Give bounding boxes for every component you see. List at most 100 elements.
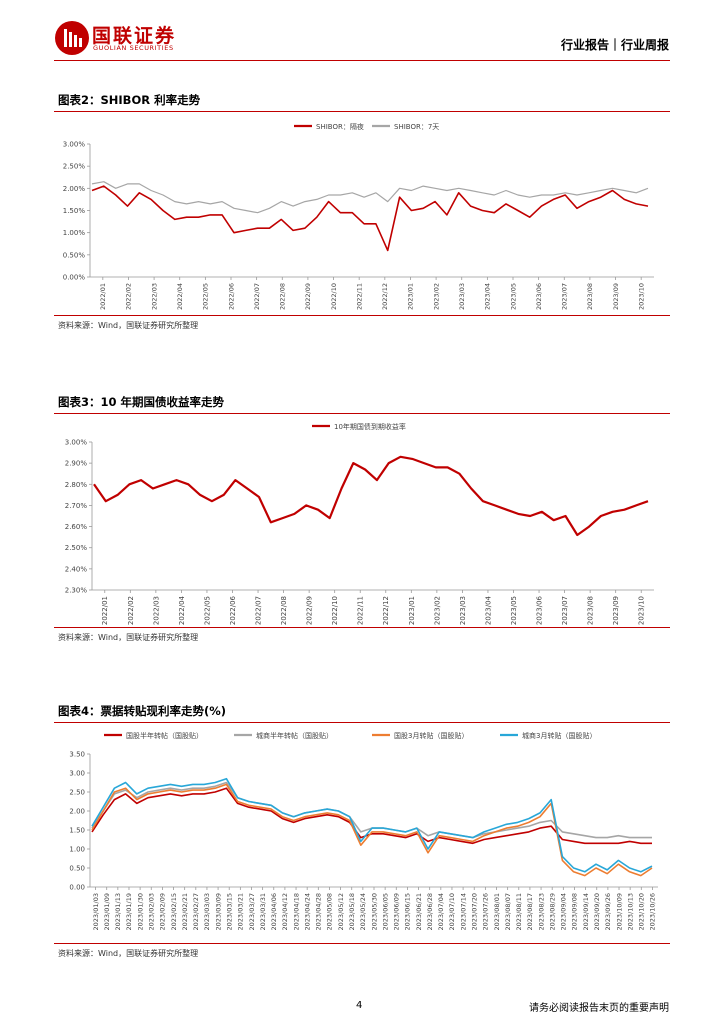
x-tick-label: 2023/08/17 [526,893,534,930]
x-tick-label: 2023/02 [433,596,441,625]
x-tick-label: 2023/05/24 [359,893,367,930]
x-tick-label: 2022/03 [150,283,158,310]
series-line-1 [93,455,649,537]
x-tick-label: 2022/10 [331,596,339,625]
x-tick-label: 2023/01 [408,596,416,625]
x-tick-label: 2023/01/09 [103,893,111,930]
x-tick-label: 2023/02/15 [170,893,178,930]
y-tick-label: 1.50% [63,207,86,215]
x-tick-label: 2023/02 [432,283,440,310]
x-tick-label: 2023/04 [484,283,492,310]
figure-3-title-text: 图表3：10 年期国债收益率走势 [58,395,225,409]
bill-rate-chart: 0.00 0.50 1.00 1.50 2.00 2.50 3.00 3.50 2023/01/… [69,731,658,930]
x-tick-label: 2023/02/27 [192,893,200,930]
x-tick-label: 2023/10 [637,283,645,310]
figure-2-title-text: 图表2：SHIBOR 利率走势 [58,93,201,107]
x-tick-label: 2023/10/26 [649,893,657,930]
legend-label: 国股半年转帖（国股贴） [126,731,203,740]
x-tick-label: 2023/04 [484,595,492,625]
x-tick-label: 2023/03/27 [248,893,256,930]
y-tick-label: 2.50% [65,544,88,552]
x-tick-label: 2022/01 [101,596,109,625]
x-tick-label: 2023/10 [638,596,646,625]
x-tick-label: 2023/07/14 [459,893,467,930]
x-tick-label: 2023/07/20 [471,893,479,930]
x-tick-label: 2023/03/09 [214,893,222,930]
y-tick-label: 3.00% [65,439,88,447]
x-tick-label: 2023/05/30 [370,893,378,930]
series-line-4 [91,777,653,873]
y-tick-label: 3.50 [69,751,85,759]
y-tick-label: 0.50 [69,865,85,873]
x-tick-label: 2022/09 [306,596,314,625]
x-tick-label: 2023/08/07 [504,893,512,930]
x-tick-label: 2023/08/29 [548,893,556,930]
x-tick-label: 2023/03/03 [203,893,211,930]
figure-3-source-divider [54,627,670,628]
figure-2-title: 图表2：SHIBOR 利率走势 [54,92,670,112]
x-tick-label: 2023/09/14 [582,893,590,930]
x-tick-label: 2023/08/11 [515,893,523,930]
x-tick-label: 2022/05 [203,596,211,625]
x-tick-label: 2023/04/18 [292,893,300,930]
x-tick-label: 2023/06/05 [381,893,389,930]
y-tick-label: 2.00% [63,185,86,193]
x-tick-label: 2023/08/01 [493,893,501,930]
x-tick-label: 2023/08 [586,283,594,310]
x-tick-label: 2023/07/04 [437,893,445,930]
x-tick-label: 2023/06/09 [393,893,401,930]
report-type: 行业报告｜行业周报 [560,38,669,52]
y-tick-label: 2.00 [69,808,85,816]
x-tick-label: 2023/04/24 [303,893,311,930]
x-tick-label: 2022/08 [279,283,287,310]
x-tick-label: 2023/05 [510,596,518,625]
x-tick-label: 2023/02/03 [148,893,156,930]
x-tick-label: 2023/03/31 [259,893,267,930]
y-tick-label: 2.30% [65,587,88,595]
x-tick-label: 2023/01/30 [136,893,144,930]
figure-4-source-divider [54,943,670,944]
guolian-logo-icon [55,21,89,55]
x-tick-label: 2022/11 [357,596,365,625]
x-tick-label: 2022/09 [304,283,312,310]
x-tick-label: 2022/10 [330,283,338,310]
legend-label: 10年期国债到期收益率 [334,422,406,431]
y-tick-label: 2.60% [65,523,88,531]
x-tick-label: 2022/11 [355,283,363,310]
x-tick-label: 2022/03 [152,596,160,625]
x-tick-label: 2023/05 [509,283,517,310]
figure-4-title: 图表4：票据转贴现利率走势(%) [54,703,670,723]
x-tick-label: 2022/07 [254,596,262,625]
y-tick-label: 2.50 [69,789,85,797]
x-tick-label: 2022/08 [280,596,288,625]
x-tick-label: 2023/01/19 [125,893,133,930]
x-tick-label: 2023/01/03 [92,893,100,930]
x-tick-label: 2023/05/08 [326,893,334,930]
figure-4-source: 资料来源：Wind，国联证券研究所整理 [58,949,199,958]
x-tick-label: 2023/02/21 [181,893,189,930]
figure-2-source-divider [54,315,670,316]
x-tick-label: 2023/07/10 [448,893,456,930]
x-tick-label: 2023/03/15 [225,893,233,930]
x-tick-label: 2023/09/26 [604,893,612,930]
legend-label: 城商半年转帖（国股贴） [256,731,333,740]
x-tick-label: 2023/01/13 [114,893,122,930]
x-tick-label: 2023/10/09 [615,893,623,930]
y-tick-label: 3.00% [63,141,86,149]
series-line-2 [91,181,649,214]
x-tick-label: 2023/08/23 [537,893,545,930]
x-tick-label: 2022/04 [176,283,184,310]
x-tick-label: 2023/06/21 [415,893,423,930]
x-tick-label: 2023/10/13 [626,893,634,930]
legend-label: SHIBOR：7天 [394,123,439,131]
y-tick-label: 2.40% [65,565,88,573]
x-tick-label: 2023/01 [407,283,415,310]
x-tick-label: 2023/09 [612,283,620,310]
x-tick-label: 2023/07/26 [482,893,490,930]
bond-yield-chart: 2.30% 2.40% 2.50% 2.60% 2.70% 2.80% 2.90% 3.00%… [65,422,654,625]
x-tick-label: 2023/09/04 [560,893,568,930]
y-tick-label: 0.00 [69,884,85,892]
x-tick-label: 2023/05/18 [348,893,356,930]
x-tick-label: 2023/04/28 [315,893,323,930]
y-tick-label: 0.00% [63,274,86,282]
